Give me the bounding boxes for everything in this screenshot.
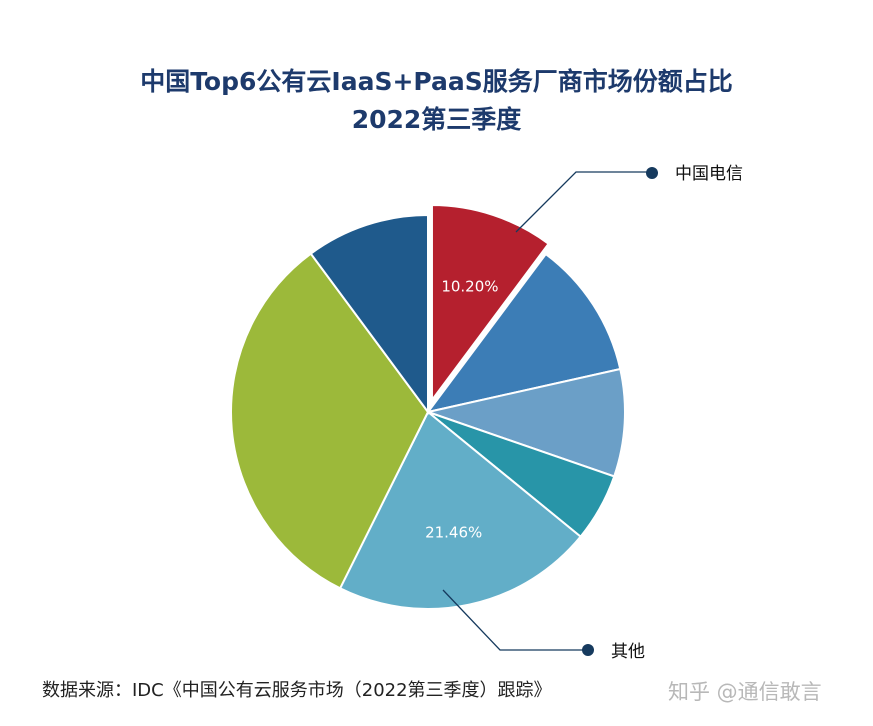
pie-slice-6	[309, 213, 429, 416]
callout-dot	[646, 167, 658, 179]
watermark: 知乎 @通信敢言	[668, 680, 822, 704]
chart-title: 中国Top6公有云IaaS+PaaS服务厂商市场份额占比	[140, 67, 733, 96]
chart-subtitle: 2022第三季度	[351, 105, 522, 134]
source-note: 数据来源：IDC《中国公有云服务市场（2022第三季度）跟踪》	[42, 680, 552, 701]
callout-label: 其他	[611, 642, 645, 662]
pie-slice-2	[424, 367, 626, 478]
callout-label: 中国电信	[675, 164, 743, 184]
data-label: 10.20%	[441, 278, 498, 296]
pie-slice-5	[230, 252, 430, 590]
pie-slice-其他	[338, 410, 582, 610]
pie-slice-1	[425, 252, 622, 414]
callout-line	[515, 171, 650, 233]
callout-line	[442, 589, 586, 651]
callout-dot	[582, 644, 594, 656]
data-label: 21.46%	[425, 523, 482, 541]
pie-slice-中国电信	[429, 203, 552, 407]
